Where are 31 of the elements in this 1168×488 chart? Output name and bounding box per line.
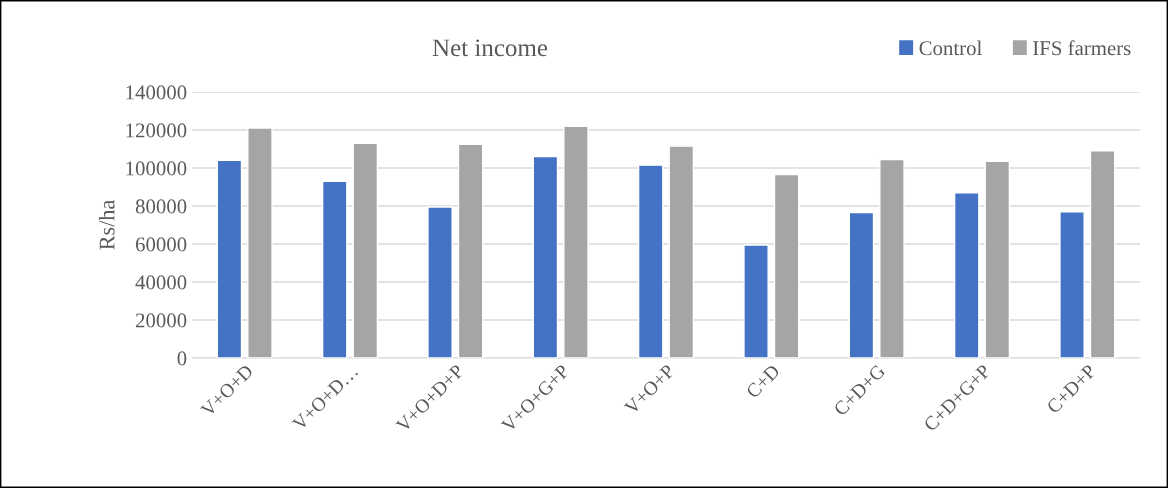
bar: [879, 158, 905, 358]
bar: [743, 244, 769, 358]
bar: [1089, 150, 1116, 358]
bar: [457, 143, 484, 358]
y-tick-label: 40000: [135, 275, 187, 290]
y-tick-label: 20000: [135, 313, 187, 328]
bar: [953, 192, 980, 358]
bar: [1059, 211, 1085, 358]
bar: [216, 159, 243, 358]
bar: [773, 173, 800, 358]
bar: [563, 125, 589, 358]
y-tick-label: 120000: [126, 123, 187, 138]
bar: [532, 155, 559, 358]
bar: [427, 206, 453, 358]
x-tick-label: C+D: [745, 363, 781, 399]
bar: [984, 160, 1011, 358]
bar: [321, 180, 348, 358]
y-axis-title: Rs/ha: [98, 200, 115, 250]
bar: [637, 164, 664, 358]
y-tick-label: 100000: [126, 161, 187, 176]
bar: [668, 145, 695, 358]
bar: [247, 127, 273, 358]
y-tick-label: 60000: [135, 237, 187, 252]
y-tick-label: 80000: [135, 199, 187, 214]
chart-title: Net income: [432, 39, 548, 57]
legend-label: IFS farmers: [1033, 40, 1131, 56]
bar: [352, 142, 379, 358]
y-tick-label: 0: [177, 351, 187, 366]
legend-label: Control: [919, 40, 982, 56]
y-tick-label: 140000: [126, 85, 187, 100]
bar: [848, 211, 875, 358]
